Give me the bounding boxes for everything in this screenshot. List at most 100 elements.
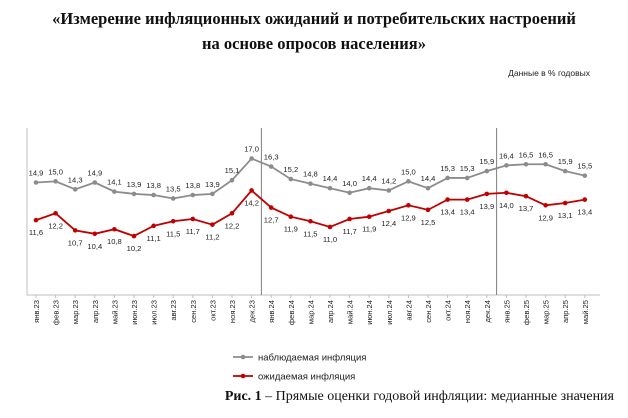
series-2-data-label: 12,4: [381, 219, 396, 228]
x-tick-label: окт.23: [208, 300, 217, 321]
series-1-data-label: 15,9: [558, 157, 573, 166]
series-1-data-label: 16,5: [519, 150, 534, 159]
x-tick-label: янв.25: [502, 300, 511, 323]
x-tick-label: сен.23: [189, 300, 198, 323]
series-2-point: [543, 203, 548, 208]
x-tick-label: июн.23: [130, 300, 139, 325]
series-2-point: [72, 228, 78, 233]
series-2-point: [151, 223, 156, 229]
x-tick-label: фев.24: [287, 300, 296, 325]
series-1-point: [562, 168, 568, 174]
series-2-point: [190, 216, 196, 222]
series-2-data-label: 11,9: [284, 225, 298, 234]
series-2-point: [484, 191, 490, 197]
x-tick-label: июн.24: [365, 300, 374, 325]
series-2-data-label: 12,9: [401, 213, 416, 222]
x-tick-label: дек.23: [248, 300, 257, 323]
figure-caption: Рис. 1 – Прямые оценки годовой инфляции:…: [225, 389, 614, 405]
series-2-point: [366, 214, 372, 219]
series-1-point: [504, 163, 509, 168]
series-1-point: [406, 179, 411, 184]
series-2-data-label: 13,7: [519, 204, 534, 213]
series-1-data-label: 14,1: [107, 178, 122, 187]
series-2-data-label: 11,5: [303, 229, 317, 238]
x-tick-label: май.24: [346, 300, 355, 324]
series-1-point: [33, 180, 39, 185]
series-2-data-label: 12,2: [225, 221, 240, 230]
x-tick-label: июл.24: [385, 300, 394, 325]
series-2-data-label: 11,1: [146, 234, 160, 243]
x-tick-label: окт.24: [444, 300, 453, 321]
series-2-data-label: 11,0: [323, 235, 337, 244]
series-1-data-label: 15,5: [577, 162, 592, 171]
series-2-data-label: 10,2: [127, 244, 142, 253]
series-1-point: [582, 173, 588, 178]
series-1-point: [386, 188, 392, 193]
x-tick-label: июл.23: [150, 300, 159, 325]
series-1-data-label: 13,8: [185, 181, 200, 190]
series-2-point: [210, 222, 215, 227]
series-1-data-label: 16,5: [538, 150, 553, 159]
series-2-point: [347, 216, 352, 222]
x-tick-label: мар.25: [542, 300, 551, 324]
series-2-data-label: 14,0: [499, 201, 514, 210]
x-tick-label: авг.24: [404, 300, 413, 321]
series-1-data-label: 14,2: [381, 176, 396, 185]
units-note: Данные в % годовых: [508, 68, 590, 78]
x-tick-label: ноя.23: [228, 300, 237, 323]
x-tick-label: янв.23: [32, 300, 41, 323]
chart-title-line-1: «Измерение инфляционных ожиданий и потре…: [52, 9, 576, 28]
series-2-point: [53, 210, 58, 216]
series-1-point: [112, 189, 117, 194]
series-1-data-label: 16,4: [499, 151, 514, 160]
x-tick-label: дек.24: [483, 300, 492, 323]
series-2-point: [308, 218, 313, 224]
series-1-point: [425, 185, 431, 191]
x-tick-label: авг.23: [169, 300, 178, 321]
series-2-data-label: 11,9: [362, 225, 376, 234]
series-2-data-label: 13,9: [479, 202, 494, 211]
legend-marker-1: [240, 354, 246, 360]
series-1-data-label: 14,4: [323, 174, 338, 183]
series-2-point: [582, 197, 588, 202]
series-2-point: [288, 214, 294, 219]
series-1-point: [170, 196, 176, 201]
series-1-data-label: 14,9: [29, 169, 44, 178]
chart-title-line-2: на основе опросов населения»: [202, 34, 426, 53]
series-1-data-label: 15,0: [48, 167, 63, 176]
x-tick-label: апр.24: [326, 300, 335, 323]
x-tick-label: янв.24: [267, 300, 276, 323]
series-1-data-label: 13,8: [146, 181, 161, 190]
series-1-data-label: 15,1: [225, 166, 240, 175]
series-2-point: [229, 210, 235, 216]
x-tick-label: фев.23: [52, 300, 61, 325]
series-1-data-label: 14,4: [421, 174, 436, 183]
series-2-data-label: 13,4: [577, 208, 592, 217]
series-1-point: [366, 185, 372, 191]
x-tick-label: май.25: [581, 300, 590, 324]
series-1-data-label: 14,4: [362, 174, 377, 183]
series-1-point: [445, 175, 450, 181]
series-1-data-label: 15,2: [283, 165, 298, 174]
series-1-point: [229, 177, 235, 183]
series-2-point: [327, 224, 333, 230]
x-tick-label: апр.25: [561, 300, 570, 323]
series-1-point: [92, 180, 98, 185]
series-1-data-label: 14,3: [68, 175, 83, 184]
series-2-data-label: 12,9: [538, 213, 553, 222]
series-2-data-label: 11,5: [166, 229, 180, 238]
series-1-point: [464, 175, 470, 181]
series-2-point: [386, 208, 392, 214]
series-1-point: [190, 192, 196, 198]
series-2-data-label: 11,7: [342, 227, 356, 236]
series-2-point: [464, 197, 470, 202]
series-1-point: [523, 161, 529, 167]
series-1-point: [543, 161, 548, 167]
series-1-point: [288, 176, 294, 182]
x-tick-label: май.23: [110, 300, 119, 324]
series-1-point: [268, 164, 274, 169]
series-2-data-label: 12,7: [264, 216, 279, 225]
series-1-point: [308, 181, 313, 186]
series-2-point: [523, 193, 529, 199]
